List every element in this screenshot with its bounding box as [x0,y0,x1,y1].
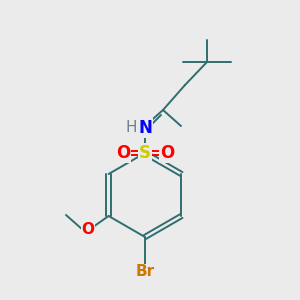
Text: Br: Br [135,265,154,280]
Text: O: O [82,223,94,238]
Text: O: O [160,144,174,162]
Text: N: N [138,119,152,137]
Text: H: H [125,121,137,136]
Text: S: S [139,144,151,162]
Text: O: O [116,144,130,162]
